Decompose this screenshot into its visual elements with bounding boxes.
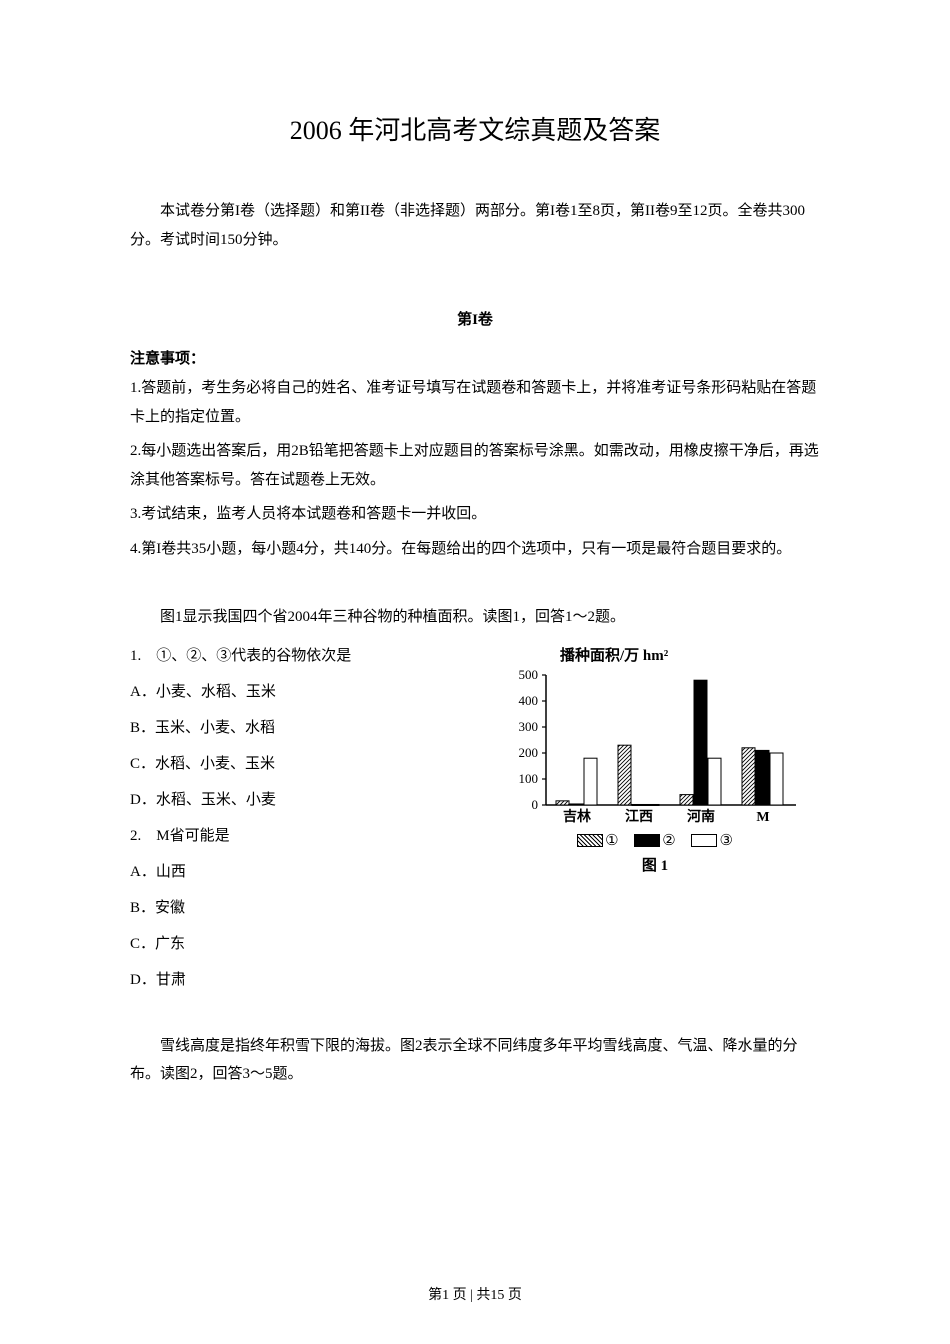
svg-text:吉林: 吉林 [563,808,591,825]
legend-item-1: ① [577,831,618,850]
chart-legend: ① ② ③ [490,831,820,850]
page-title: 2006 年河北高考文综真题及答案 [130,110,820,147]
q-group-2-intro: 雪线高度是指终年积雪下限的海拔。图2表示全球不同纬度多年平均雪线高度、气温、降水… [130,1032,820,1089]
q1-stem: 1. ①、②、③代表的谷物依次是 [130,638,490,674]
note-1: 1.答题前，考生务必将自己的姓名、准考证号填写在试题卷和答题卡上，并将准考证号条… [130,374,820,431]
svg-text:200: 200 [519,745,539,760]
figure-1-label: 图 1 [490,854,820,875]
q2-opt-d: D．甘肃 [130,962,490,998]
hatch-swatch-icon [577,834,603,847]
intro-paragraph: 本试卷分第I卷（选择题）和第II卷（非选择题）两部分。第I卷1至8页，第II卷9… [130,197,820,254]
svg-text:300: 300 [519,719,539,734]
svg-text:100: 100 [519,771,539,786]
note-3: 3.考试结束，监考人员将本试题卷和答题卡一并收回。 [130,500,820,529]
solid-swatch-icon [634,834,660,847]
legend-label-1: ① [605,831,618,850]
q1-opt-d: D．水稻、玉米、小麦 [130,782,490,818]
legend-item-2: ② [634,831,675,850]
svg-text:河南: 河南 [687,808,715,825]
q2-opt-a: A．山西 [130,854,490,890]
chart-y-axis-title: 播种面积/万 hm² [560,644,820,665]
q-group-1-intro: 图1显示我国四个省2004年三种谷物的种植面积。读图1，回答1～2题。 [130,603,820,632]
q1-opt-c: C．水稻、小麦、玉米 [130,746,490,782]
page-footer: 第1 页 | 共15 页 [0,1284,950,1304]
legend-item-3: ③ [691,831,732,850]
q1-opt-a: A．小麦、水稻、玉米 [130,674,490,710]
figure-1: 播种面积/万 hm² 0 100 200 300 400 500 吉林 江西 河南 M ① ② ③… [490,638,820,875]
bar-chart: 0 100 200 300 400 500 吉林 江西 河南 M [490,667,810,827]
legend-label-3: ③ [719,831,732,850]
notes-label: 注意事项： [130,347,820,368]
section-1-head: 第I卷 [130,308,820,329]
svg-text:江西: 江西 [625,808,653,825]
note-2: 2.每小题选出答案后，用2B铅笔把答题卡上对应题目的答案标号涂黑。如需改动，用橡… [130,437,820,494]
svg-text:400: 400 [519,693,539,708]
q1-opt-b: B．玉米、小麦、水稻 [130,710,490,746]
legend-label-2: ② [662,831,675,850]
empty-swatch-icon [691,834,717,847]
note-4: 4.第I卷共35小题，每小题4分，共140分。在每题给出的四个选项中，只有一项是… [130,535,820,564]
svg-text:0: 0 [532,797,539,812]
q2-opt-c: C．广东 [130,926,490,962]
svg-text:M: M [756,810,769,825]
svg-text:500: 500 [519,667,539,682]
q2-opt-b: B．安徽 [130,890,490,926]
q2-stem: 2. M省可能是 [130,818,490,854]
